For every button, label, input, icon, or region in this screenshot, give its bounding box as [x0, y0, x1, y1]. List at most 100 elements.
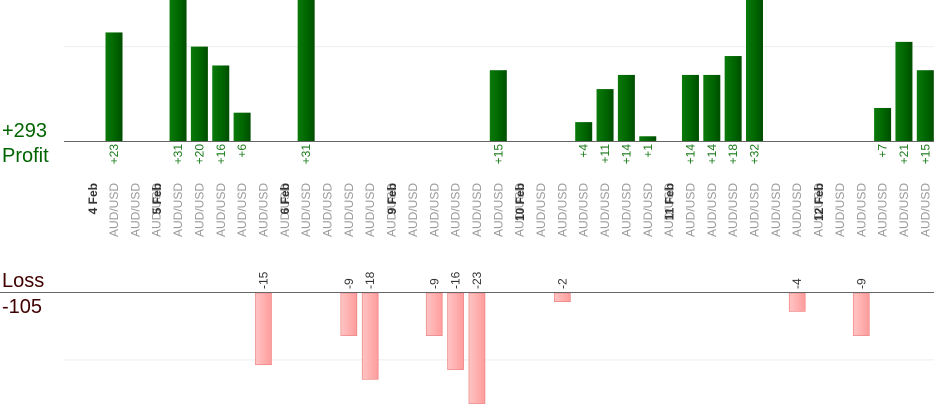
category-label: AUD/USD — [726, 183, 740, 237]
profit-value-label: +31 — [299, 144, 313, 165]
category-label: AUD/USD — [385, 183, 399, 237]
profit-value-label: +7 — [876, 144, 890, 158]
loss-bar — [447, 292, 464, 370]
loss-bar — [255, 292, 272, 366]
profit-value-label: +4 — [577, 144, 591, 158]
category-label: AUD/USD — [406, 183, 420, 237]
profit-value-label: +20 — [192, 144, 206, 165]
date-label: 12 Feb — [812, 183, 826, 221]
category-label: AUD/USD — [427, 183, 441, 237]
profit-value-label: +23 — [107, 144, 121, 165]
profit-bar — [724, 56, 742, 141]
category-label: AUD/USD — [833, 183, 847, 237]
profit-bar — [617, 74, 635, 141]
loss-value-label: -9 — [342, 278, 356, 289]
category-label: AUD/USD — [769, 183, 783, 237]
date-label: 5 Feb — [150, 183, 164, 214]
category-label: AUD/USD — [534, 183, 548, 237]
profit-value-label: +16 — [214, 144, 228, 165]
loss-bar — [852, 292, 870, 336]
category-label: AUD/USD — [641, 183, 655, 237]
date-label: 9 Feb — [385, 183, 399, 214]
category-label: AUD/USD — [278, 183, 292, 237]
category-label: AUD/USD — [897, 183, 911, 237]
loss-value-label: -23 — [470, 271, 484, 289]
loss-bar — [425, 292, 443, 336]
profit-value-label: +11 — [598, 144, 612, 164]
profit-value-label: +6 — [235, 144, 249, 158]
category-label: AUD/USD — [598, 183, 612, 237]
profit-bar — [703, 74, 721, 141]
profit-bar — [212, 65, 230, 141]
category-label: AUD/USD — [918, 183, 932, 237]
profit-value-label: +32 — [748, 144, 762, 165]
loss-bar — [361, 292, 379, 380]
profit-value-label: +15 — [491, 144, 505, 165]
profit-bar — [874, 107, 892, 141]
date-label: 10 Feb — [513, 183, 527, 221]
category-label: AUD/USD — [235, 183, 249, 237]
category-label: AUD/USD — [705, 183, 719, 237]
loss-bar — [554, 292, 571, 302]
loss-bar — [340, 292, 358, 336]
category-label: AUD/USD — [577, 183, 591, 237]
category-label: AUD/USD — [128, 183, 142, 237]
loss-bar — [788, 292, 806, 312]
date-label: 4 Feb — [86, 183, 100, 214]
category-label: AUD/USD — [342, 183, 356, 237]
loss-value-label: -9 — [427, 278, 441, 289]
category-label: AUD/USD — [683, 183, 697, 237]
profit-bar — [190, 46, 208, 141]
profit-bar — [575, 122, 593, 141]
category-label: AUD/USD — [363, 183, 377, 237]
loss-value-label: -2 — [555, 278, 569, 289]
profit-bar — [233, 112, 251, 141]
date-label: 6 Feb — [278, 183, 292, 214]
profit-label: Profit — [2, 145, 49, 167]
loss-value-label: -15 — [256, 271, 270, 289]
category-label: AUD/USD — [619, 183, 633, 237]
profit-bar — [916, 70, 934, 141]
category-label: AUD/USD — [790, 183, 804, 237]
profit-value-label: +31 — [171, 144, 185, 165]
loss-bar — [468, 292, 486, 404]
profit-value-label: +14 — [683, 144, 697, 165]
category-label: AUD/USD — [491, 183, 505, 237]
category-label: AUD/USD — [214, 183, 228, 237]
profit-bar — [681, 74, 699, 141]
category-label: AUD/USD — [513, 183, 527, 237]
category-label: AUD/USD — [555, 183, 569, 237]
profit-value-label: +15 — [918, 144, 932, 165]
profit-value-label: +14 — [705, 144, 719, 165]
category-label: AUD/USD — [256, 183, 270, 237]
profit-bar — [639, 136, 657, 141]
profit-value-label: +1 — [641, 144, 655, 158]
loss-value-label: -16 — [449, 271, 463, 289]
category-label: AUD/USD — [299, 183, 313, 237]
category-label: AUD/USD — [107, 183, 121, 237]
category-label: AUD/USD — [748, 183, 762, 237]
category-label: AUD/USD — [812, 183, 826, 237]
loss-value-label: -18 — [363, 271, 377, 289]
category-label: AUD/USD — [876, 183, 890, 237]
profit-bar — [596, 89, 614, 141]
loss-value-label: -9 — [854, 278, 868, 289]
loss-total: -105 — [2, 296, 43, 318]
category-label: AUD/USD — [321, 183, 335, 237]
category-label: AUD/USD — [192, 183, 206, 237]
category-label: AUD/USD — [854, 183, 868, 237]
category-label: AUD/USD — [171, 183, 185, 237]
loss-label: Loss — [2, 270, 45, 292]
category-label: AUD/USD — [470, 183, 484, 237]
loss-value-label: -4 — [790, 278, 804, 289]
category-label: AUD/USD — [449, 183, 463, 237]
profit-bar — [105, 32, 123, 141]
profit-bar — [746, 0, 763, 141]
profit-bar — [297, 0, 315, 141]
date-label: 11 Feb — [662, 183, 676, 220]
category-label: AUD/USD — [150, 183, 164, 237]
profit-bar — [489, 70, 507, 141]
profit-bar — [169, 0, 187, 141]
